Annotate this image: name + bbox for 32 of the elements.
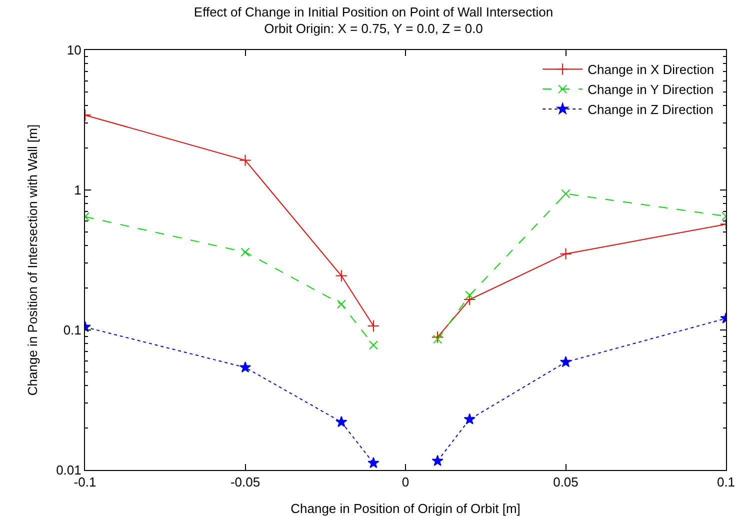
point — [368, 340, 378, 350]
point — [239, 361, 252, 372]
point — [240, 248, 250, 257]
point — [367, 320, 380, 332]
chart-subtitle: Orbit Origin: X = 0.75, Y = 0.0, Z = 0.0 — [264, 21, 483, 36]
x-tick-label: 0 — [402, 474, 410, 490]
x-axis-title: Change in Position of Origin of Orbit [m] — [290, 501, 520, 516]
point — [433, 334, 442, 344]
y-axis-title: Change in Position of Intersection with Wall [m] — [25, 124, 40, 396]
point — [431, 330, 444, 344]
point — [465, 290, 474, 300]
legend-label: Change in Z Direction — [588, 102, 714, 118]
y-tick-label: 0.1 — [63, 322, 82, 338]
legend-label: Change in X Direction — [588, 62, 714, 78]
point — [560, 248, 572, 260]
point — [432, 454, 444, 466]
point — [336, 416, 348, 428]
point — [464, 293, 476, 306]
point — [336, 300, 346, 309]
y-tick-label: 1 — [74, 182, 82, 198]
legend-label: Change in Y Direction — [588, 82, 714, 98]
y-tick-label: 10 — [66, 42, 82, 58]
point — [239, 154, 252, 166]
x-tick-label: -0.05 — [230, 474, 260, 490]
point — [561, 189, 570, 198]
point — [368, 457, 380, 468]
chart-title: Effect of Change in Initial Position on Point of Wall Intersection — [194, 4, 554, 20]
x-tick-label: 0.05 — [553, 474, 578, 490]
x-tick-label: 0.1 — [716, 474, 736, 490]
point — [464, 413, 476, 424]
point — [335, 270, 348, 282]
point — [560, 356, 572, 368]
